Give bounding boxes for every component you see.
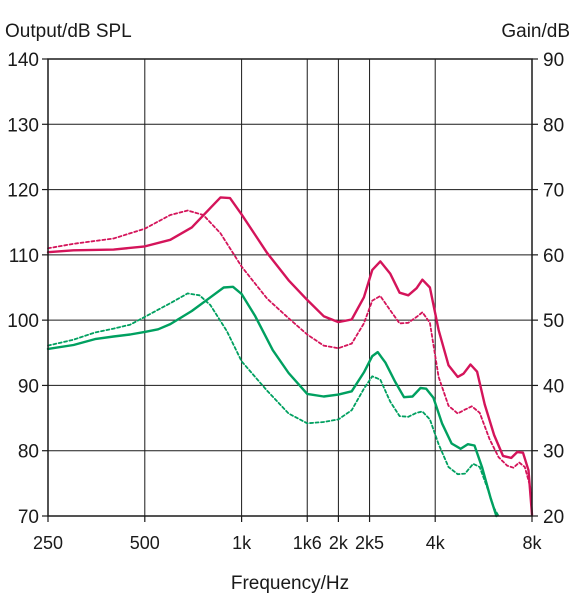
series-group (46, 196, 534, 518)
x-tick-label: 1k6 (293, 533, 322, 553)
plot-frame (47, 58, 533, 517)
series-line-green-solid (46, 285, 498, 518)
x-tick-label: 8k (522, 533, 542, 553)
y-tick-label-right: 90 (543, 50, 564, 71)
y-tick-label-left: 120 (7, 181, 39, 202)
y-tick-label-left: 140 (7, 50, 39, 71)
y-tick-label-right: 60 (543, 246, 564, 267)
series-line-red-dashed (47, 209, 533, 517)
y-tick-label-left: 110 (9, 246, 39, 267)
series-line-red-solid (46, 196, 534, 516)
y-tick-label-left: 130 (7, 115, 39, 136)
tick-labels: 250 500 1k 1k6 2k 2k5 4k 8k 70 20 80 30 90 40 100 50 110… (7, 50, 564, 553)
y-tick-label-left: 100 (7, 311, 39, 332)
y-tick-label-right: 50 (543, 311, 564, 332)
y-tick-label-right: 70 (543, 181, 564, 202)
x-axis-label: Frequency/Hz (231, 573, 349, 594)
y-tick-label-left: 90 (18, 376, 39, 397)
x-tick-label: 4k (426, 533, 446, 553)
y-tick-label-right: 40 (543, 376, 564, 397)
series-line-green-dashed (47, 292, 500, 517)
x-tick-label: 500 (130, 533, 160, 553)
x-tick-label: 2k5 (355, 533, 384, 553)
y-tick-label-right: 30 (543, 442, 564, 463)
y-tick-label-right: 80 (543, 115, 564, 136)
y-axis-left-label: Output/dB SPL (5, 21, 132, 42)
tick-marks (42, 58, 538, 522)
x-tick-label: 2k (329, 533, 349, 553)
x-tick-label: 250 (33, 533, 63, 553)
y-tick-label-left: 80 (18, 442, 39, 463)
y-tick-label-left: 70 (18, 507, 39, 528)
x-tick-label: 1k (232, 533, 252, 553)
y-tick-label-right: 20 (543, 507, 564, 528)
y-axis-right-label: Gain/dB (501, 21, 570, 42)
